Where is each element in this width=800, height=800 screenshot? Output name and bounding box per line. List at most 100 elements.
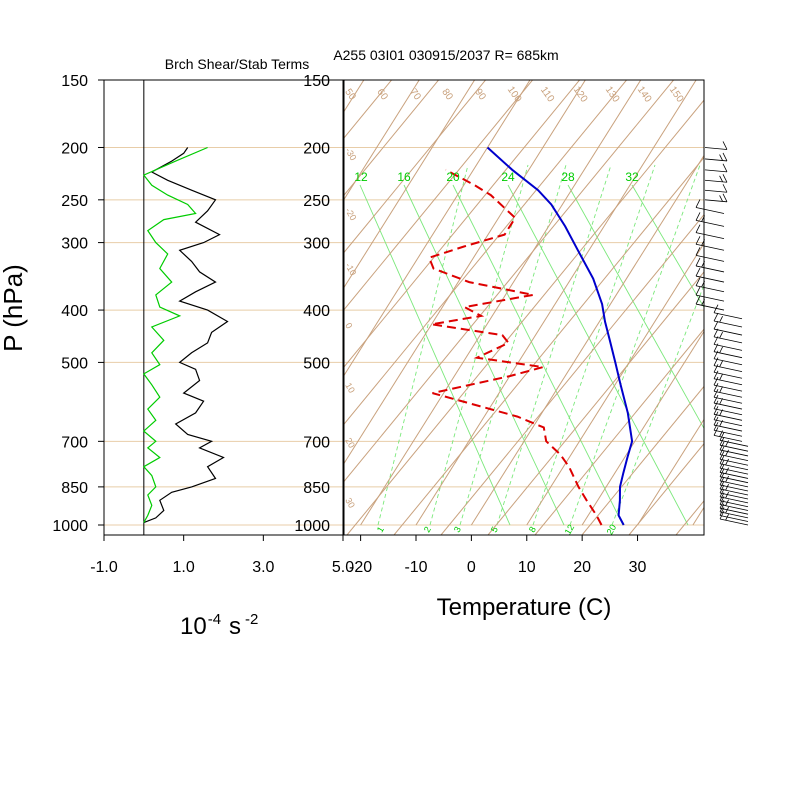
skewt-frame [343, 79, 705, 536]
left-y-tick-label: 250 [61, 193, 88, 210]
wind-barb-flag [695, 199, 701, 208]
skewt-isotherm-line [0, 80, 198, 525]
skewt-y-tick-label: 850 [303, 480, 330, 497]
wind-barb-flag [722, 141, 728, 150]
wind-barb-staff [695, 207, 725, 214]
skewt-isotherm-line [581, 330, 704, 526]
wind-barb-staff [704, 169, 728, 173]
skewt-dry-adiabat-line [534, 328, 704, 535]
wind-barb-staff [713, 371, 743, 379]
wind-barb-flag [722, 152, 728, 162]
wind-barb-staff [704, 147, 728, 150]
skewt-dry-adiabat-line [346, 99, 704, 535]
mixing-ratio-line-solid [631, 184, 704, 309]
wind-barb-half-flag [719, 154, 723, 161]
x-label-unit-exp: -2 [245, 611, 258, 628]
skewt-dry-adiabat-line [344, 80, 628, 425]
skewt-x-tick-label: 20 [573, 559, 591, 576]
skewt-isotherm-line [344, 80, 420, 201]
skewt-series [427, 146, 634, 526]
left-y-tick-label: 200 [61, 140, 88, 157]
wind-barb-staff [719, 476, 749, 484]
wind-barb-flag [722, 184, 728, 193]
wind-barb-flag [713, 364, 719, 373]
x-label-base: 10 [180, 613, 207, 640]
x-label-unit: s [229, 613, 241, 640]
wind-barb-flag [713, 400, 719, 409]
skewt-isotherm-line [526, 242, 704, 526]
wind-barb-staff [695, 232, 725, 240]
skewt-y-tick-label: 300 [303, 236, 330, 253]
y-axis-label: P (hPa) [0, 264, 28, 352]
left-x-axis-label: 10-4 s -2 [180, 611, 258, 640]
wind-barb-flag [713, 416, 719, 426]
isotherm-label-left: 30 [343, 496, 357, 510]
skewt-dry-adiabat-line [487, 271, 704, 535]
skewt-dry-adiabat-line [344, 80, 346, 82]
wind-barb-half-flag [725, 491, 729, 499]
isotherm-label-left: 10 [343, 381, 357, 395]
wind-barb-flag [695, 295, 701, 305]
isotherm-label-left: -20 [343, 206, 358, 222]
wind-barb-half-flag [701, 260, 705, 268]
dry-adiabat-label: 50 [342, 87, 358, 103]
wind-barb-flag [722, 174, 728, 183]
left-series-line-0 [143, 147, 229, 524]
skewt-isotherm-line [360, 80, 642, 526]
skewt-x-tick-label: 0 [467, 559, 476, 576]
isotherm-label-left: 0 [343, 321, 354, 330]
wind-barb-half-flag [725, 467, 729, 474]
left-y-tick-label: 300 [61, 236, 88, 253]
wind-barb-staff [713, 419, 743, 427]
wind-barb-half-flag [725, 449, 729, 457]
wind-barb-staff [719, 515, 749, 522]
wind-barb-staff [704, 179, 728, 183]
skewt-x-tick-label: -10 [404, 559, 427, 576]
wind-barb-staff [719, 518, 749, 526]
wind-barb-staff [719, 507, 749, 515]
mixing-ratio-line-solid [452, 184, 624, 526]
wind-barb-staff [719, 439, 749, 447]
skewt-x-tick-label: 10 [518, 559, 536, 576]
wind-barb-staff [719, 492, 749, 500]
skewt-x-tick-labels: -20 -10 0 10 20 30 [349, 535, 647, 576]
wind-barb-half-flag [725, 440, 729, 447]
dry-adiabat-label: 90 [472, 87, 488, 103]
mixing-ratio-label-top: 12 [354, 170, 368, 184]
left-x-tick-label: 5.0 [332, 559, 354, 576]
mixing-ratio-line-solid [507, 184, 689, 526]
wind-barb-half-flag [701, 215, 705, 222]
left-y-tick-labels: 150 200 250 300 400 500 700 850 1000 [52, 73, 104, 535]
skewt-isotherm-line [692, 506, 704, 526]
mixing-ratio-label-bottom: 8 [527, 525, 538, 534]
mixing-ratio-label-top: 16 [397, 170, 411, 184]
wind-barb-staff [719, 488, 749, 496]
skewt-isotherm-line [344, 80, 476, 289]
wind-barb-flag [695, 277, 701, 286]
wind-barb-half-flag [701, 239, 705, 246]
wind-barb-flag [713, 312, 719, 322]
wind-barb-staff [704, 189, 728, 193]
wind-barb-flag [713, 357, 719, 366]
wind-barb-staff [695, 243, 725, 251]
wind-barb-staff [713, 396, 743, 404]
isotherm-label-left: 20 [343, 436, 357, 450]
wind-barb-staff [719, 496, 749, 504]
wind-barb-staff [695, 254, 725, 262]
skewt-x-axis-label: Temperature (C) [437, 594, 612, 621]
skewt-dry-adiabat-line [440, 213, 704, 535]
wind-barb-staff [719, 449, 749, 457]
skewt-isobars [344, 80, 704, 526]
skewt-title: A255 03I01 030915/2037 R= 685km [333, 47, 558, 63]
wind-barb-staff [719, 467, 749, 475]
wind-barb-half-flag [725, 484, 729, 491]
skewt-y-tick-label: 1000 [294, 518, 330, 535]
wind-barb-staff [719, 444, 749, 452]
left-x-tick-label: 3.0 [252, 559, 274, 576]
mixing-ratio-line [611, 283, 704, 526]
left-y-tick-label: 1000 [52, 518, 88, 535]
wind-barb-staff [695, 303, 725, 311]
mixing-ratio-line-solid [359, 184, 511, 526]
